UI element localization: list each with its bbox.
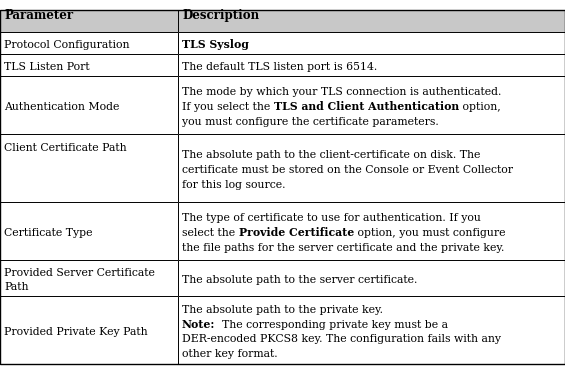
Bar: [178, 202, 565, 260]
Text: Parameter: Parameter: [4, 9, 73, 22]
Text: certificate must be stored on the Console or Event Collector: certificate must be stored on the Consol…: [182, 165, 513, 175]
Text: Protocol Configuration: Protocol Configuration: [4, 40, 129, 50]
Bar: [178, 260, 565, 296]
Text: The default TLS listen port is 6514.: The default TLS listen port is 6514.: [182, 62, 377, 72]
Text: If you select the: If you select the: [182, 102, 273, 112]
Bar: [178, 134, 565, 202]
Bar: [0, 260, 178, 296]
Bar: [178, 54, 565, 76]
Bar: [178, 32, 565, 54]
Text: select the: select the: [182, 228, 238, 238]
Text: Note:: Note:: [182, 319, 215, 330]
Bar: [0, 134, 178, 202]
Text: Description: Description: [182, 9, 259, 22]
Text: The absolute path to the client-certificate on disk. The: The absolute path to the client-certific…: [182, 150, 480, 160]
Bar: [178, 76, 565, 134]
Bar: [178, 32, 565, 54]
Bar: [0, 76, 178, 134]
Bar: [178, 10, 565, 32]
Bar: [0, 296, 178, 364]
Text: Path: Path: [4, 282, 28, 292]
Bar: [178, 202, 565, 260]
Bar: [0, 134, 178, 202]
Text: The corresponding private key must be a: The corresponding private key must be a: [215, 320, 449, 330]
Bar: [0, 10, 178, 32]
Text: TLS and Client Authentication: TLS and Client Authentication: [273, 101, 459, 112]
Bar: [0, 296, 178, 364]
Text: the file paths for the server certificate and the private key.: the file paths for the server certificat…: [182, 243, 505, 253]
Bar: [0, 260, 178, 296]
Bar: [178, 54, 565, 76]
Text: Client Certificate Path: Client Certificate Path: [4, 144, 127, 153]
Text: The type of certificate to use for authentication. If you: The type of certificate to use for authe…: [182, 214, 481, 224]
Text: Certificate Type: Certificate Type: [4, 228, 93, 238]
Bar: [0, 32, 178, 54]
Bar: [0, 10, 178, 32]
Bar: [178, 260, 565, 296]
Bar: [0, 54, 178, 76]
Bar: [178, 296, 565, 364]
Text: other key format.: other key format.: [182, 349, 277, 359]
Text: for this log source.: for this log source.: [182, 180, 285, 190]
Text: option, you must configure: option, you must configure: [354, 228, 505, 238]
Text: Authentication Mode: Authentication Mode: [4, 102, 119, 112]
Text: The absolute path to the private key.: The absolute path to the private key.: [182, 305, 383, 315]
Text: Provide Certificate: Provide Certificate: [238, 227, 354, 238]
Text: Provided Server Certificate: Provided Server Certificate: [4, 268, 155, 278]
Bar: [0, 202, 178, 260]
Bar: [178, 134, 565, 202]
Bar: [0, 202, 178, 260]
Bar: [178, 296, 565, 364]
Text: you must configure the certificate parameters.: you must configure the certificate param…: [182, 117, 439, 127]
Text: Provided Private Key Path: Provided Private Key Path: [4, 327, 147, 337]
Bar: [0, 76, 178, 134]
Text: TLS Listen Port: TLS Listen Port: [4, 62, 90, 72]
Bar: [178, 10, 565, 32]
Bar: [178, 76, 565, 134]
Bar: [0, 32, 178, 54]
Text: TLS Syslog: TLS Syslog: [182, 39, 249, 50]
Text: DER-encoded PKCS8 key. The configuration fails with any: DER-encoded PKCS8 key. The configuration…: [182, 334, 501, 344]
Text: option,: option,: [459, 102, 501, 112]
Text: The absolute path to the server certificate.: The absolute path to the server certific…: [182, 275, 418, 285]
Bar: [0, 54, 178, 76]
Text: The mode by which your TLS connection is authenticated.: The mode by which your TLS connection is…: [182, 88, 501, 98]
